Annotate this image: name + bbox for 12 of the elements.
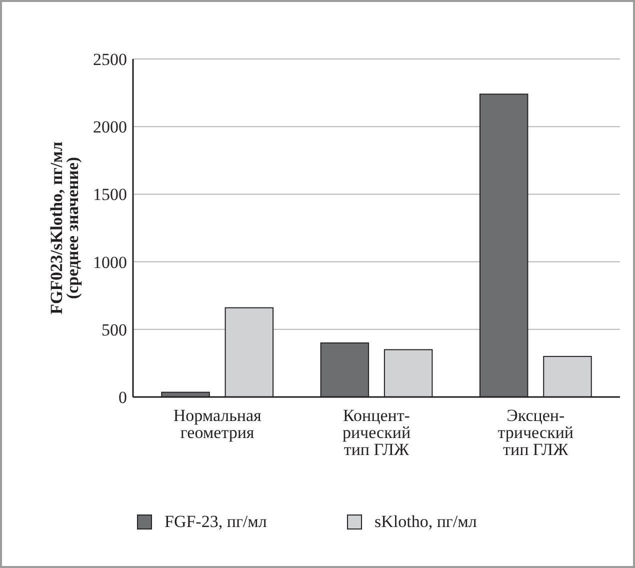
legend-label: sKlotho, пг/мл	[374, 512, 478, 531]
y-tick-label: 1500	[93, 185, 127, 204]
y-tick-label: 2500	[93, 50, 127, 69]
y-axis-title: FGF023/sKlotho, пг/мл (среднее значение)	[47, 141, 82, 314]
x-tick-label: Концент- рический тип ГЛЖ	[342, 406, 411, 459]
legend-label: FGF-23, пг/мл	[164, 512, 268, 531]
y-tick-label: 2000	[93, 118, 127, 137]
y-tick-label: 500	[102, 320, 127, 340]
y-tick-label: 0	[118, 388, 127, 407]
x-tick-label: Эксцен- трический тип ГЛЖ	[498, 406, 574, 459]
x-tick-label: Нормальная геометрия	[173, 406, 262, 442]
y-tick-label: 1000	[93, 252, 127, 272]
